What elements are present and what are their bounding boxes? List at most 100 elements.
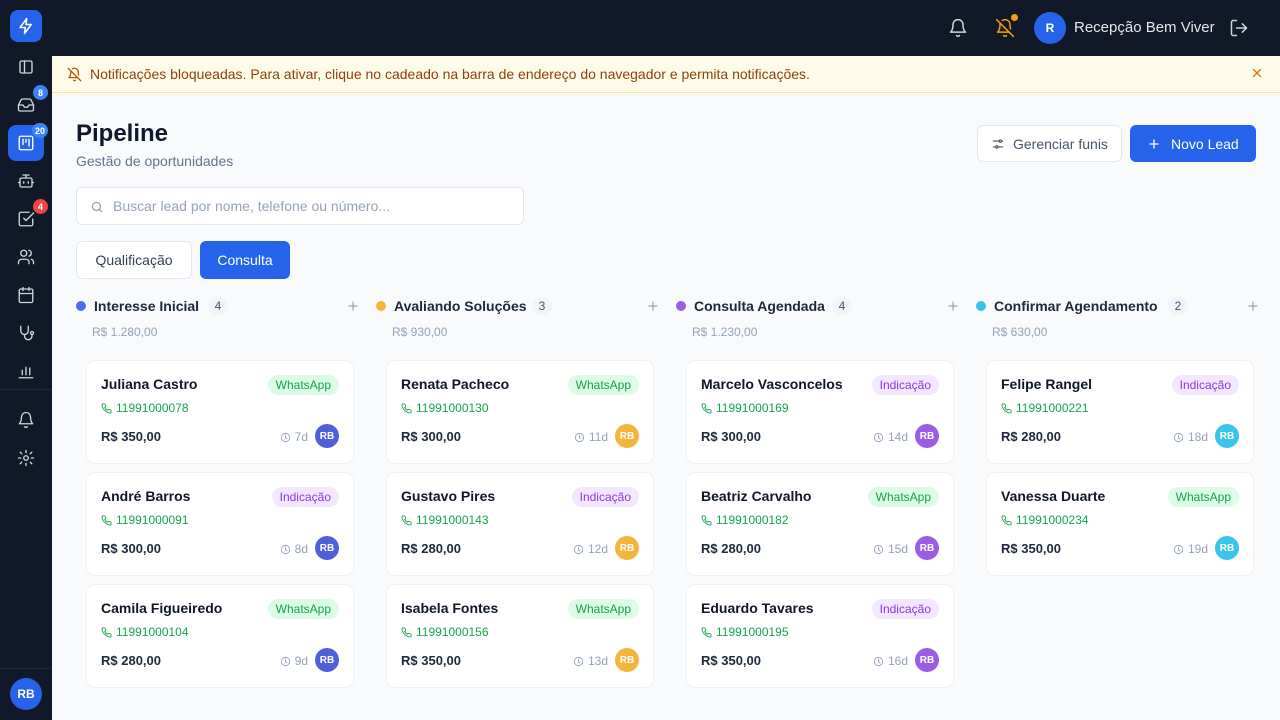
- user-name[interactable]: Recepção Bem Viver: [1074, 19, 1215, 36]
- lead-phone[interactable]: 11991000156: [401, 625, 489, 639]
- owner-avatar[interactable]: RB: [315, 424, 339, 448]
- logout-icon: [1230, 19, 1248, 37]
- lead-card[interactable]: Gustavo Pires Indicação 11991000143 R$ 280,…: [386, 472, 654, 576]
- owner-avatar[interactable]: RB: [615, 648, 639, 672]
- phone-icon: [101, 626, 112, 637]
- owner-avatar[interactable]: RB: [915, 648, 939, 672]
- age-text: 14d: [887, 430, 908, 444]
- lead-name: Camila Figueiredo: [101, 600, 223, 616]
- plus-icon[interactable]: [646, 299, 660, 313]
- phone-number: 11991000169: [716, 401, 789, 415]
- owner-avatar[interactable]: RB: [915, 424, 939, 448]
- plus-icon[interactable]: [346, 299, 360, 313]
- sidebar-item-clinic[interactable]: [8, 315, 44, 351]
- lead-card[interactable]: Marcelo Vasconcelos Indicação 11991000169 R…: [686, 360, 954, 464]
- age-text: 19d: [1187, 542, 1208, 556]
- banner-text: Notificações bloqueadas. Para ativar, cl…: [90, 66, 810, 82]
- owner-avatar[interactable]: RB: [915, 536, 939, 560]
- owner-avatar[interactable]: RB: [1215, 536, 1239, 560]
- lead-phone[interactable]: 11991000195: [701, 625, 789, 639]
- phone-icon: [401, 402, 412, 413]
- check-square-icon: [18, 211, 35, 227]
- lead-phone[interactable]: 11991000078: [101, 401, 189, 415]
- sidebar-item-settings[interactable]: [8, 440, 44, 476]
- lead-phone[interactable]: 11991000130: [401, 401, 489, 415]
- notifications-blocked-button[interactable]: [993, 14, 1018, 40]
- phone-icon: [701, 626, 712, 637]
- clock-icon: [280, 656, 290, 666]
- app-logo[interactable]: [10, 10, 42, 42]
- phone-number: 11991000104: [116, 625, 189, 639]
- lead-phone[interactable]: 11991000234: [1001, 513, 1089, 527]
- funnel-tab-qualificacao[interactable]: Qualificação: [76, 241, 192, 279]
- sidebar-item-bots[interactable]: [8, 163, 44, 199]
- lead-card[interactable]: Eduardo Tavares Indicação 11991000195 R$ 35…: [686, 584, 954, 688]
- age-text: 11d: [588, 430, 608, 444]
- search-input[interactable]: [113, 188, 513, 224]
- source-badge: Indicação: [571, 487, 639, 507]
- lead-phone[interactable]: 11991000182: [701, 513, 789, 527]
- new-lead-button[interactable]: Novo Lead: [1130, 125, 1256, 162]
- lead-age: 11d: [574, 430, 608, 444]
- source-badge: WhatsApp: [567, 599, 639, 619]
- phone-number: 11991000143: [416, 513, 489, 527]
- sidebar-item-notifications[interactable]: [8, 402, 44, 438]
- lead-card[interactable]: Isabela Fontes WhatsApp 11991000156 R$ 350,…: [386, 584, 654, 688]
- phone-icon: [401, 514, 412, 525]
- logout-button[interactable]: [1227, 16, 1251, 40]
- phone-number: 11991000156: [416, 625, 489, 639]
- age-text: 7d: [294, 430, 308, 444]
- lead-name: Eduardo Tavares: [701, 600, 814, 616]
- plus-icon[interactable]: [946, 299, 960, 313]
- lead-age: 18d: [1173, 430, 1208, 444]
- lead-card[interactable]: Camila Figueiredo WhatsApp 11991000104 R$ 2…: [86, 584, 354, 688]
- source-badge: WhatsApp: [267, 375, 339, 395]
- manage-funnels-button[interactable]: Gerenciar funis: [977, 125, 1122, 162]
- column-count: 4: [208, 297, 228, 315]
- lead-card[interactable]: Beatriz Carvalho WhatsApp 11991000182 R$ 28…: [686, 472, 954, 576]
- lead-card[interactable]: Juliana Castro WhatsApp 11991000078 R$ 350,…: [86, 360, 354, 464]
- lead-phone[interactable]: 11991000091: [101, 513, 189, 527]
- lead-phone[interactable]: 11991000221: [1001, 401, 1089, 415]
- lead-age: 9d: [280, 654, 308, 668]
- lead-phone[interactable]: 11991000143: [401, 513, 489, 527]
- owner-avatar[interactable]: RB: [615, 424, 639, 448]
- sidebar-item-contacts[interactable]: [8, 239, 44, 275]
- phone-icon: [101, 402, 112, 413]
- lead-name: Beatriz Carvalho: [701, 488, 812, 504]
- sidebar-item-reports[interactable]: [8, 353, 44, 389]
- funnel-tab-consulta[interactable]: Consulta: [200, 241, 290, 279]
- lead-card[interactable]: Renata Pacheco WhatsApp 11991000130 R$ 300,…: [386, 360, 654, 464]
- lead-card[interactable]: Felipe Rangel Indicação 11991000221 R$ 280,…: [986, 360, 1254, 464]
- search-box: [76, 187, 524, 225]
- sidebar-item-pipeline[interactable]: 20: [8, 123, 48, 161]
- sidebar-item-tasks[interactable]: 4: [8, 199, 48, 237]
- lead-phone[interactable]: 11991000169: [701, 401, 789, 415]
- source-badge: Indicação: [871, 599, 939, 619]
- sidebar-avatar[interactable]: RB: [10, 678, 42, 710]
- column-title: Interesse Inicial: [94, 298, 200, 314]
- sidebar-item-inbox[interactable]: 8: [8, 85, 48, 123]
- lead-card[interactable]: Vanessa Duarte WhatsApp 11991000234 R$ 350,…: [986, 472, 1254, 576]
- plus-icon[interactable]: [1246, 299, 1260, 313]
- lead-value: R$ 280,00: [401, 541, 461, 556]
- clock-icon: [280, 544, 290, 554]
- sidebar-item-calendar[interactable]: [8, 277, 44, 313]
- lead-value: R$ 280,00: [101, 653, 161, 668]
- owner-avatar[interactable]: RB: [315, 536, 339, 560]
- column-count: 3: [532, 297, 552, 315]
- user-avatar[interactable]: R: [1034, 12, 1066, 44]
- close-icon[interactable]: [1250, 66, 1264, 80]
- column-title: Consulta Agendada: [694, 298, 825, 314]
- lead-card[interactable]: André Barros Indicação 11991000091 R$ 300,0…: [86, 472, 354, 576]
- age-text: 9d: [294, 654, 308, 668]
- owner-avatar[interactable]: RB: [615, 536, 639, 560]
- bell-off-icon: [67, 67, 82, 82]
- users-icon: [17, 249, 35, 265]
- clock-icon: [573, 656, 584, 666]
- owner-avatar[interactable]: RB: [315, 648, 339, 672]
- lead-phone[interactable]: 11991000104: [101, 625, 189, 639]
- owner-avatar[interactable]: RB: [1215, 424, 1239, 448]
- bell-button[interactable]: [946, 16, 970, 40]
- sidebar-item-collapse[interactable]: [8, 49, 44, 85]
